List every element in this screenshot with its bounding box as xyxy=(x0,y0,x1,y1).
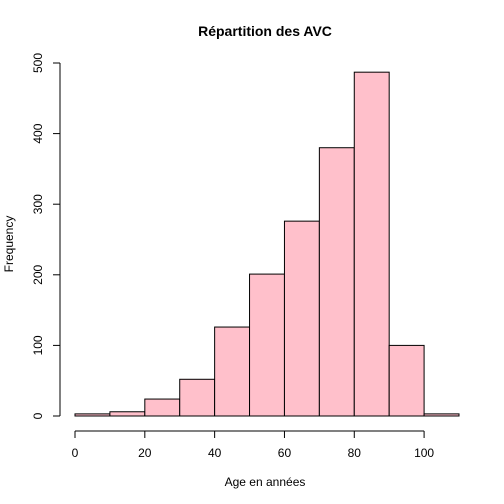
histogram-bar-40-50 xyxy=(214,326,251,417)
bars-group xyxy=(74,71,460,417)
x-tick-label: 100 xyxy=(414,446,434,460)
histogram-bar-20-30 xyxy=(144,398,181,417)
histogram-bar-10-20 xyxy=(109,411,146,417)
y-axis: 0 100 200 300 400 500 xyxy=(31,53,61,419)
x-axis: 0 20 40 60 80 100 xyxy=(72,430,434,460)
y-tick-label: 300 xyxy=(31,194,45,214)
x-axis-label: Age en années xyxy=(225,475,306,489)
x-tick-label: 40 xyxy=(208,446,222,460)
y-axis-label: Frequency xyxy=(2,216,16,273)
histogram-bar-70-80 xyxy=(318,147,355,417)
y-tick-label: 0 xyxy=(31,412,45,419)
x-tick-label: 20 xyxy=(138,446,152,460)
histogram-bar-60-70 xyxy=(283,220,320,417)
x-tick-label: 60 xyxy=(278,446,292,460)
histogram-bar-0-10 xyxy=(74,413,111,417)
y-tick-label: 400 xyxy=(31,123,45,143)
histogram-bar-80-90 xyxy=(353,71,390,417)
histogram-bar-90-100 xyxy=(388,344,425,417)
y-tick-label: 200 xyxy=(31,264,45,284)
x-tick-label: 0 xyxy=(72,446,79,460)
chart-title: Répartition des AVC xyxy=(198,23,332,39)
histogram-bar-30-40 xyxy=(179,378,216,417)
histogram-bar-100-110 xyxy=(423,413,460,417)
y-tick-label: 100 xyxy=(31,335,45,355)
y-tick-label: 500 xyxy=(31,53,45,73)
histogram-bar-50-60 xyxy=(249,273,285,417)
x-tick-label: 80 xyxy=(348,446,362,460)
